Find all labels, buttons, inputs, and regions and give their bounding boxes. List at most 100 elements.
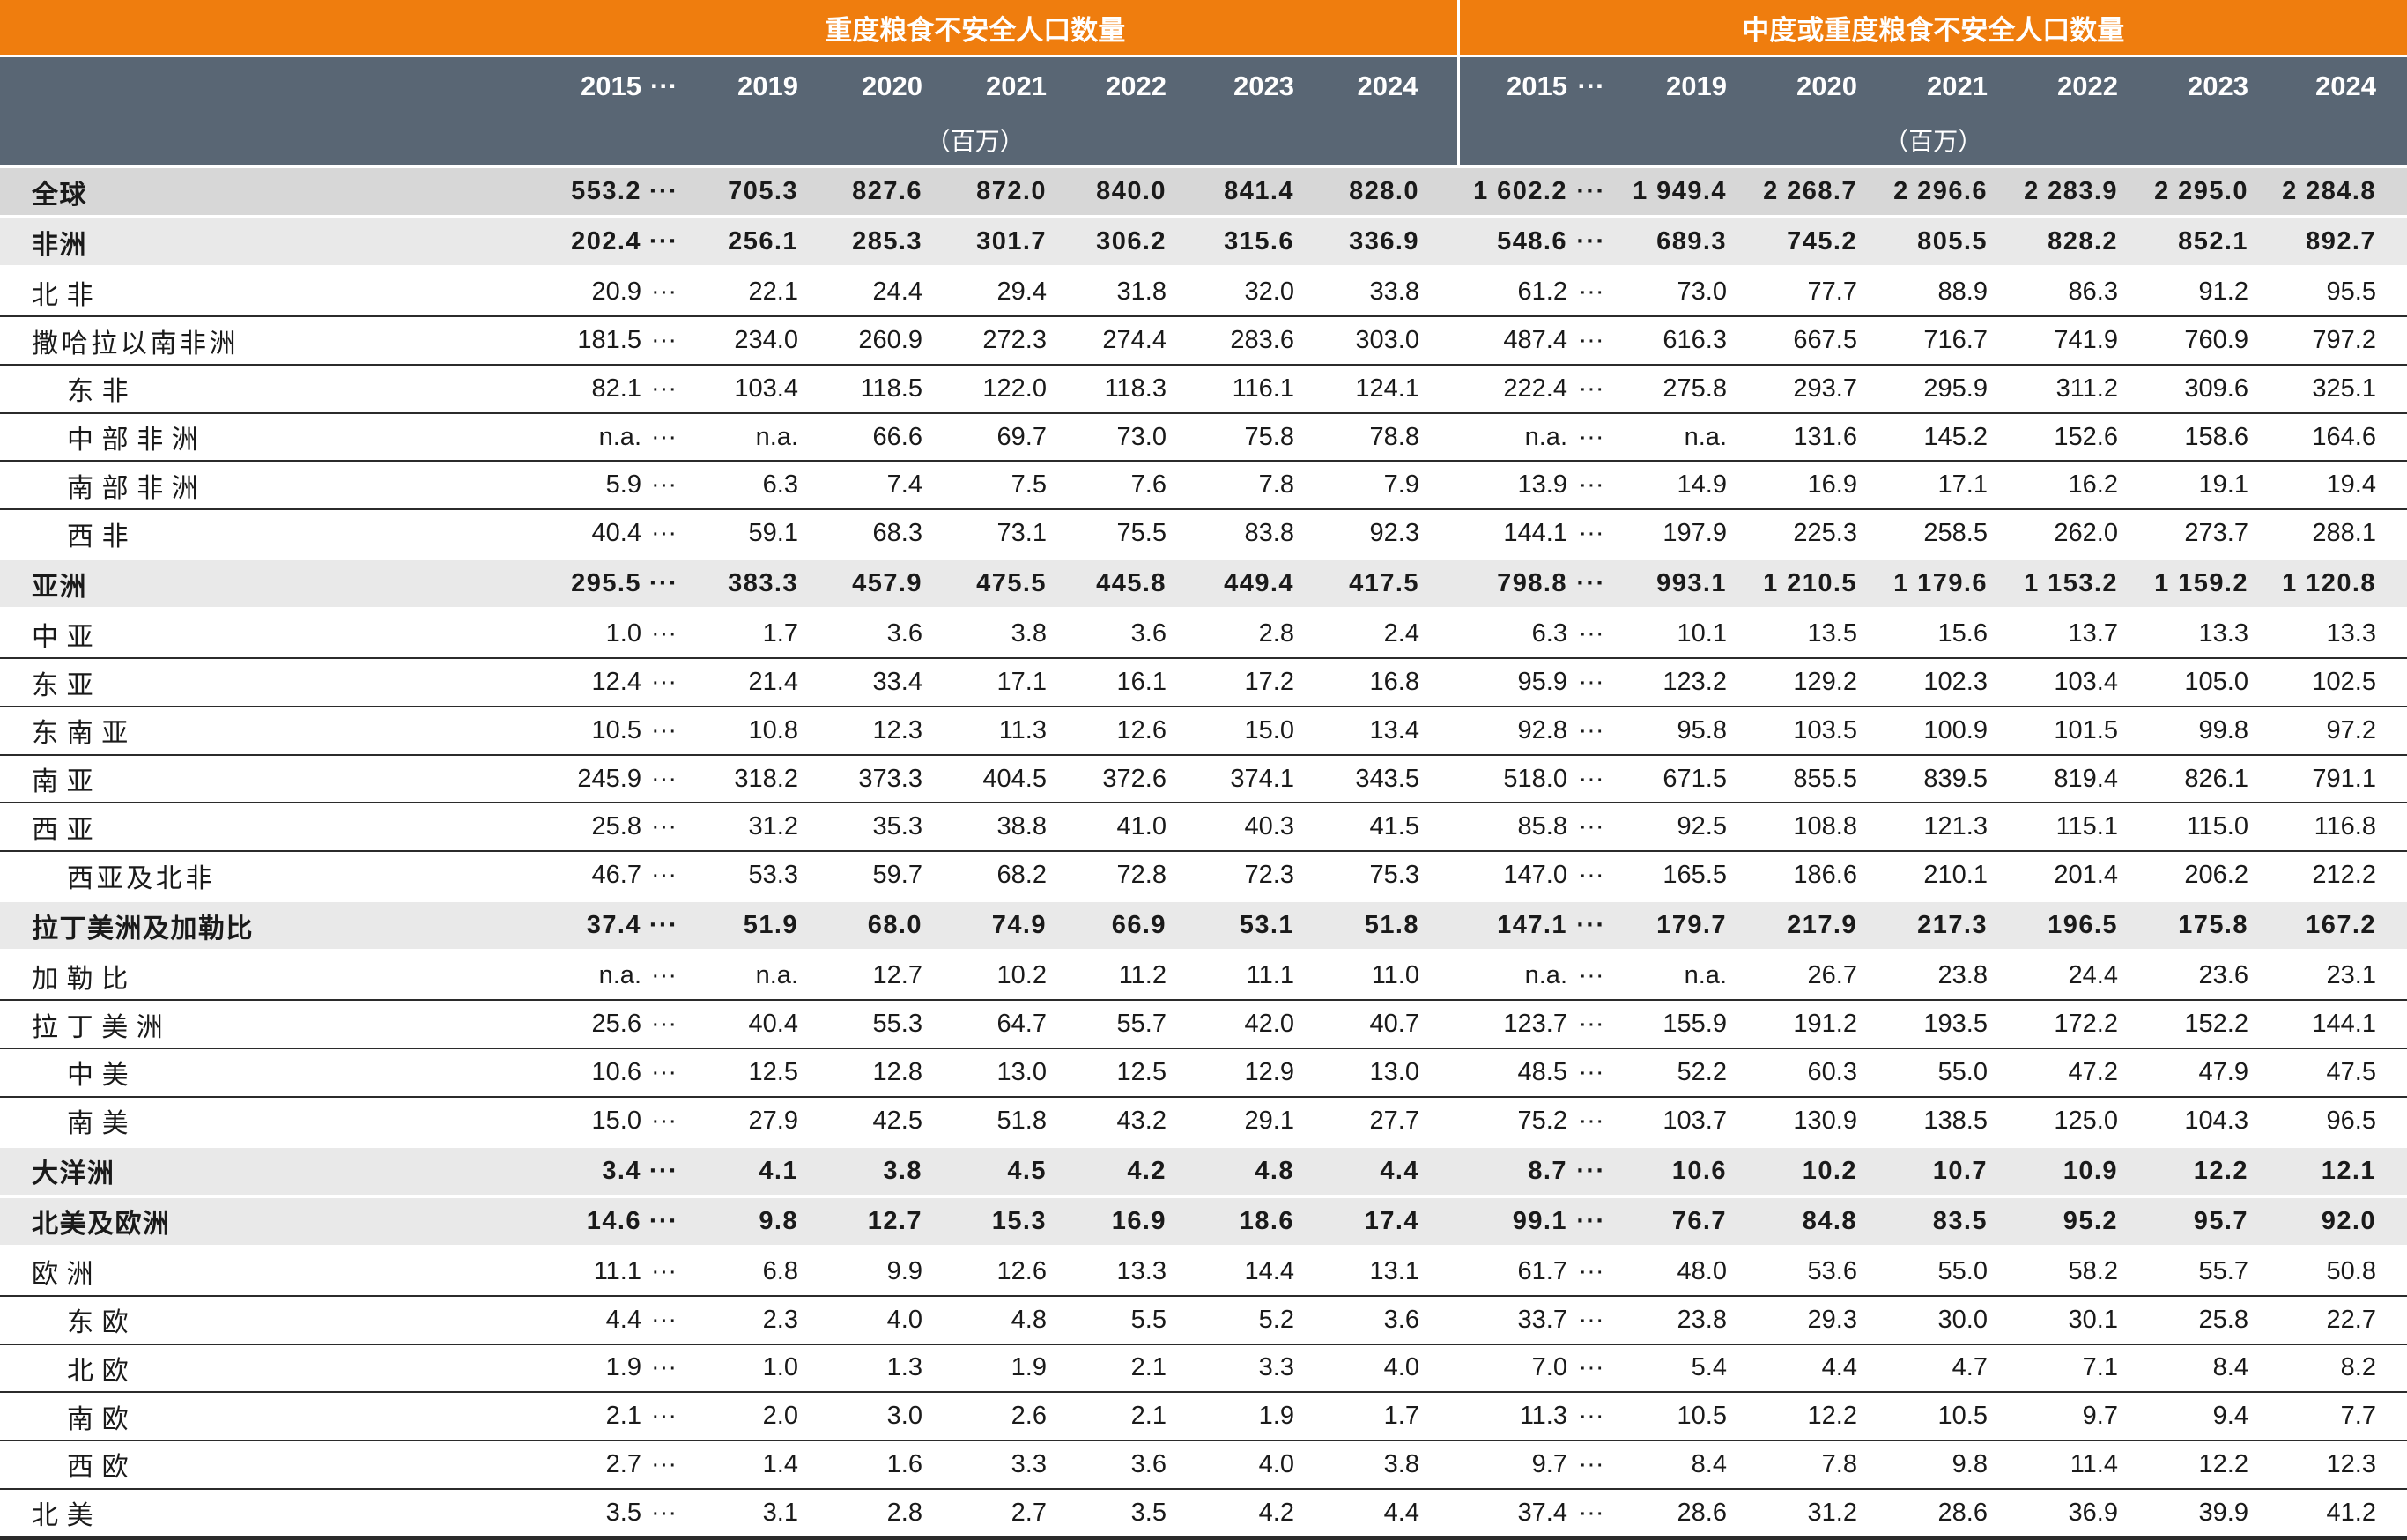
value-cell: 13.3 xyxy=(1047,1246,1166,1296)
table-row: 北美 3.5 ··· 3.1 2.8 2.7 3.5 4.2 4.4 37.4 ··· 28.6 31.… xyxy=(0,1487,2407,1540)
value-cell: 234.0 xyxy=(686,315,798,365)
value-cell: 77.7 xyxy=(1727,267,1857,317)
value-cell: 10.2 xyxy=(922,951,1047,1001)
value-cell: 96.5 xyxy=(2248,1095,2407,1146)
value-cell: 285.3 xyxy=(798,215,922,270)
ellipsis-cell: ··· xyxy=(641,1487,686,1540)
value-cell: 6.3 xyxy=(1458,609,1567,659)
value-cell: 9.8 xyxy=(686,1194,798,1248)
year-header: 2020 xyxy=(798,56,922,115)
ellipsis-header: ··· xyxy=(1567,56,1615,115)
value-cell: 12.2 xyxy=(1727,1391,1857,1441)
value-cell: 5.9 xyxy=(493,460,641,510)
value-cell: 73.0 xyxy=(1047,411,1166,462)
ellipsis-cell: ··· xyxy=(641,657,686,707)
value-cell: 73.0 xyxy=(1615,267,1727,317)
value-cell: 12.9 xyxy=(1166,1047,1294,1097)
value-cell: 13.0 xyxy=(922,1047,1047,1097)
value-cell: 147.0 xyxy=(1458,850,1567,901)
value-cell: 33.7 xyxy=(1458,1294,1567,1344)
value-cell: 10.5 xyxy=(1615,1391,1727,1441)
value-cell: 4.0 xyxy=(1166,1440,1294,1489)
value-cell: 55.0 xyxy=(1857,1246,1988,1296)
value-cell: 9.8 xyxy=(1857,1440,1988,1489)
value-cell: 88.9 xyxy=(1857,267,1988,317)
corner-cell xyxy=(0,0,493,57)
value-cell: 315.6 xyxy=(1166,215,1294,270)
group-title-moderate-severe: 中度或重度粮食不安全人口数量 xyxy=(1456,0,2407,57)
value-cell: 75.5 xyxy=(1047,508,1166,559)
value-cell: 47.9 xyxy=(2118,1047,2248,1097)
value-cell: 186.6 xyxy=(1727,850,1857,901)
table-row: 东非 82.1 ··· 103.4 118.5 122.0 118.3 116.1 124.1 2… xyxy=(0,363,2407,413)
value-cell: 138.5 xyxy=(1857,1095,1988,1146)
row-label: 欧洲 xyxy=(0,1246,493,1296)
ellipsis-cell: ··· xyxy=(1567,899,1615,953)
value-cell: 75.3 xyxy=(1294,850,1458,901)
value-cell: 46.7 xyxy=(493,850,641,901)
value-cell: 10.6 xyxy=(493,1047,641,1097)
value-cell: 196.5 xyxy=(1988,899,2118,953)
value-cell: 95.5 xyxy=(2248,267,2407,317)
value-cell: 4.4 xyxy=(493,1294,641,1344)
row-label: 南亚 xyxy=(0,753,493,803)
row-label: 亚洲 xyxy=(0,557,493,611)
value-cell: 12.5 xyxy=(686,1047,798,1097)
value-cell: 7.9 xyxy=(1294,460,1458,510)
value-cell: 2 296.6 xyxy=(1857,164,1988,219)
value-cell: 9.7 xyxy=(1458,1440,1567,1489)
value-cell: 41.0 xyxy=(1047,802,1166,852)
corner-cell xyxy=(0,56,493,115)
value-cell: 3.3 xyxy=(1166,1343,1294,1393)
value-cell: 181.5 xyxy=(493,315,641,365)
value-cell: 99.8 xyxy=(2118,705,2248,755)
value-cell: 13.9 xyxy=(1458,460,1567,510)
value-cell: 16.9 xyxy=(1727,460,1857,510)
value-cell: 144.1 xyxy=(2248,999,2407,1048)
row-label: 西亚 xyxy=(0,802,493,852)
ellipsis-cell: ··· xyxy=(1567,460,1615,510)
value-cell: 14.6 xyxy=(493,1194,641,1248)
value-cell: 40.3 xyxy=(1166,802,1294,852)
value-cell: 303.0 xyxy=(1294,315,1458,365)
ellipsis-cell: ··· xyxy=(1567,1194,1615,1248)
value-cell: 123.7 xyxy=(1458,999,1567,1048)
value-cell: 68.2 xyxy=(922,850,1047,901)
value-cell: 60.3 xyxy=(1727,1047,1857,1097)
ellipsis-cell: ··· xyxy=(641,1246,686,1296)
value-cell: 553.2 xyxy=(493,164,641,219)
value-cell: 404.5 xyxy=(922,753,1047,803)
table-row: 南欧 2.1 ··· 2.0 3.0 2.6 2.1 1.9 1.7 11.3 ··· 10.5 12.… xyxy=(0,1391,2407,1441)
value-cell: 13.3 xyxy=(2248,609,2407,659)
ellipsis-cell: ··· xyxy=(641,1343,686,1393)
value-cell: 383.3 xyxy=(686,557,798,611)
value-cell: 51.8 xyxy=(922,1095,1047,1146)
ellipsis-cell: ··· xyxy=(1567,753,1615,803)
value-cell: 288.1 xyxy=(2248,508,2407,559)
value-cell: 3.6 xyxy=(798,609,922,659)
ellipsis-cell: ··· xyxy=(641,1047,686,1097)
value-cell: 40.7 xyxy=(1294,999,1458,1048)
table-row: 西非 40.4 ··· 59.1 68.3 73.1 75.5 83.8 92.3 144.1 ··… xyxy=(0,508,2407,559)
value-cell: 10.6 xyxy=(1615,1144,1727,1198)
year-header: 2019 xyxy=(686,56,798,115)
value-cell: 129.2 xyxy=(1727,657,1857,707)
ellipsis-cell: ··· xyxy=(1567,557,1615,611)
value-cell: 72.3 xyxy=(1166,850,1294,901)
value-cell: 15.6 xyxy=(1857,609,1988,659)
value-cell: 212.2 xyxy=(2248,850,2407,901)
value-cell: 75.2 xyxy=(1458,1095,1567,1146)
value-cell: 1.3 xyxy=(798,1343,922,1393)
ellipsis-cell: ··· xyxy=(1567,1246,1615,1296)
ellipsis-cell: ··· xyxy=(1567,999,1615,1048)
value-cell: 2 283.9 xyxy=(1988,164,2118,219)
ellipsis-cell: ··· xyxy=(641,164,686,219)
year-header: 2021 xyxy=(1857,56,1988,115)
value-cell: 48.0 xyxy=(1615,1246,1727,1296)
value-cell: 201.4 xyxy=(1988,850,2118,901)
value-cell: 2.0 xyxy=(686,1391,798,1441)
value-cell: 1 159.2 xyxy=(2118,557,2248,611)
value-cell: 10.7 xyxy=(1857,1144,1988,1198)
value-cell: 130.9 xyxy=(1727,1095,1857,1146)
value-cell: 2.1 xyxy=(1047,1391,1166,1441)
